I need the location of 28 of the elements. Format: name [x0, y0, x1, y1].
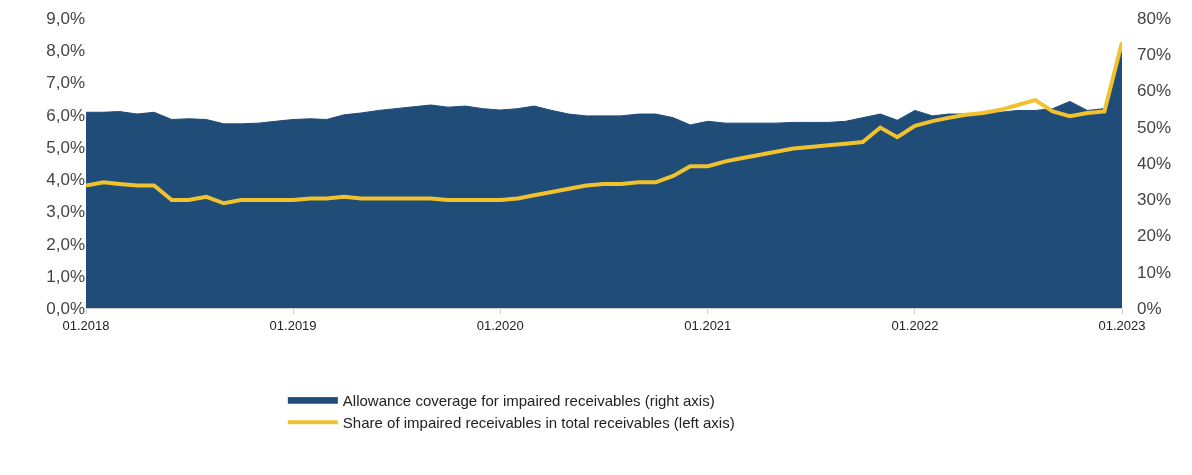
- line-series: [86, 40, 1122, 206]
- y-tick-label: 6,0%: [46, 105, 85, 125]
- legend-label: Share of impaired receivables in total receivables (left axis): [342, 414, 735, 431]
- y2-tick-label: 80%: [1137, 8, 1172, 28]
- y-tick-label: 3,0%: [46, 202, 85, 222]
- x-tick-label: 01.2022: [891, 317, 939, 333]
- y-tick-label: 4,0%: [46, 170, 85, 190]
- y-tick-label: 5,0%: [46, 137, 85, 157]
- y2-tick-label: 10%: [1137, 262, 1172, 282]
- y-tick-label: 9,0%: [46, 8, 85, 28]
- x-tick-label: 01.2019: [269, 317, 317, 333]
- y2-tick-label: 20%: [1137, 226, 1172, 246]
- y2-tick-label: 70%: [1137, 45, 1172, 65]
- legend-label: Allowance coverage for impaired receivables (right axis): [342, 391, 715, 409]
- y2-tick-label: 0%: [1137, 298, 1162, 318]
- y-tick-label: 1,0%: [46, 266, 85, 286]
- y2-tick-label: 50%: [1137, 117, 1172, 137]
- y-tick-label: 2,0%: [46, 234, 85, 254]
- x-tick-label: 01.2023: [1098, 317, 1146, 333]
- y2-tick-label: 40%: [1137, 153, 1172, 173]
- y2-tick-label: 30%: [1137, 190, 1172, 210]
- y-tick-label: 8,0%: [46, 41, 85, 61]
- y-tick-label: 0,0%: [46, 298, 85, 318]
- y-tick-label: 7,0%: [46, 73, 85, 93]
- y2-tick-label: 60%: [1137, 81, 1172, 101]
- x-tick-label: 01.2021: [684, 317, 732, 333]
- x-tick-label: 01.2020: [476, 317, 524, 333]
- x-tick-label: 01.2018: [62, 317, 110, 333]
